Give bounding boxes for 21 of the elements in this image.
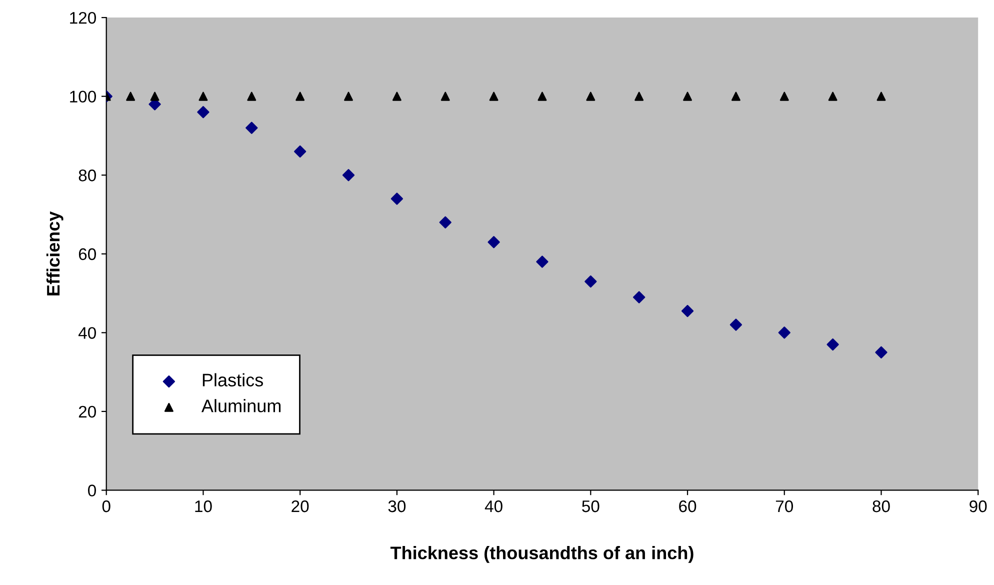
y-tick-label: 0 [88,484,96,496]
x-tick-label: 0 [102,500,110,512]
x-tick-label: 60 [679,500,696,512]
x-tick-label: 80 [872,500,890,512]
y-tick-label: 120 [70,12,96,24]
y-tick-label: 80 [78,170,96,182]
y-tick-label: 20 [78,406,96,418]
x-tick-label: 10 [195,500,212,512]
y-tick-label: 40 [78,327,96,339]
x-tick-label: 90 [970,500,987,512]
x-tick-label: 30 [388,500,406,512]
y-tick-label: 60 [78,248,96,260]
x-tick-label: 50 [582,500,600,512]
x-tick-label: 20 [292,500,309,512]
x-tick-label: 40 [484,500,502,512]
legend-label: Plastics [202,373,263,386]
legend-label: Aluminum [201,399,281,412]
y-axis-title: Efficiency [46,211,64,296]
y-tick-label: 100 [70,90,96,103]
x-axis-title: Thickness (thousandths of an inch) [390,546,694,563]
x-tick-label: 70 [776,500,793,512]
